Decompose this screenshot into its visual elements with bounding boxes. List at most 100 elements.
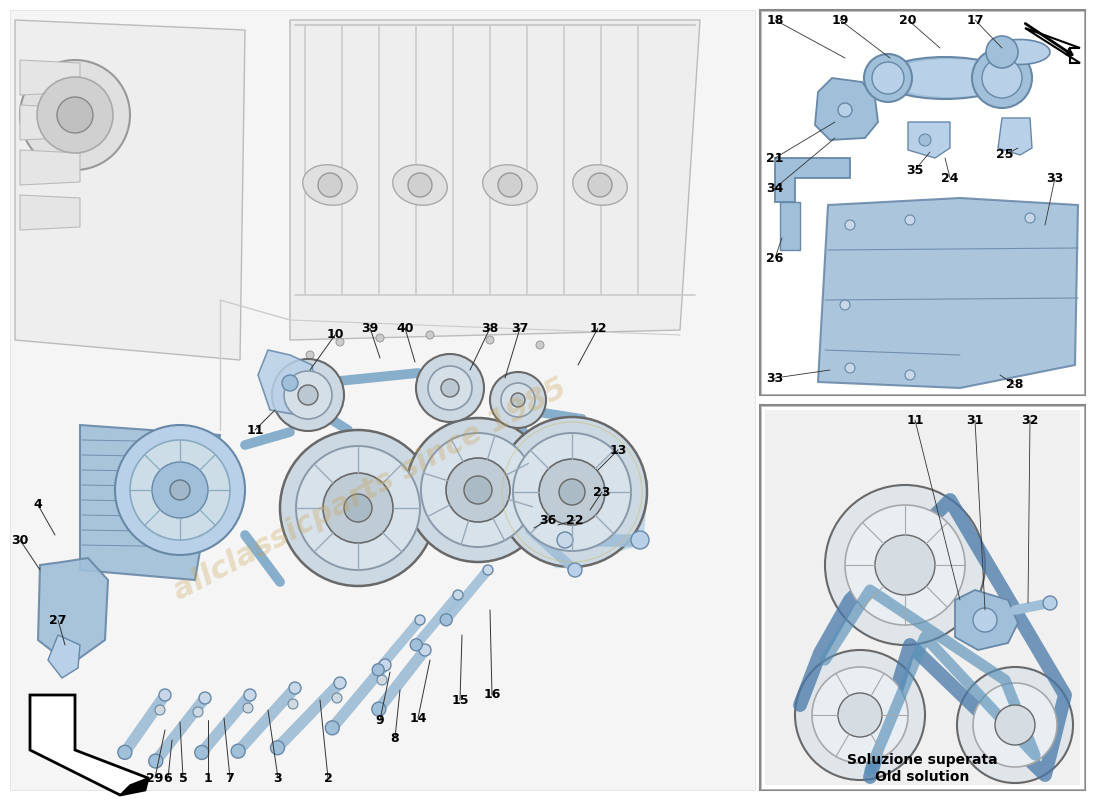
Text: 35: 35 <box>906 163 924 177</box>
Circle shape <box>243 703 253 713</box>
Circle shape <box>231 744 245 758</box>
Circle shape <box>118 746 132 759</box>
Circle shape <box>874 535 935 595</box>
Text: 7: 7 <box>226 771 234 785</box>
Circle shape <box>344 494 372 522</box>
Text: 2: 2 <box>323 771 332 785</box>
Circle shape <box>192 707 204 717</box>
Text: 4: 4 <box>34 498 43 511</box>
Circle shape <box>498 173 522 197</box>
Circle shape <box>148 754 163 768</box>
Polygon shape <box>10 10 755 790</box>
Text: 26: 26 <box>767 251 783 265</box>
Bar <box>760 10 1085 395</box>
Circle shape <box>199 692 211 704</box>
Circle shape <box>379 659 390 671</box>
Circle shape <box>972 48 1032 108</box>
Circle shape <box>512 393 525 407</box>
Circle shape <box>416 354 484 422</box>
Circle shape <box>318 173 342 197</box>
Text: 36: 36 <box>539 514 557 526</box>
Circle shape <box>905 215 915 225</box>
Bar <box>761 11 1084 394</box>
Polygon shape <box>20 195 80 230</box>
Circle shape <box>372 702 386 716</box>
Text: 28: 28 <box>1006 378 1024 391</box>
Circle shape <box>845 363 855 373</box>
Circle shape <box>446 458 510 522</box>
Text: 6: 6 <box>164 771 173 785</box>
Circle shape <box>982 58 1022 98</box>
Text: 38: 38 <box>482 322 498 334</box>
Circle shape <box>326 721 339 735</box>
Text: 27: 27 <box>50 614 67 626</box>
Text: 31: 31 <box>966 414 983 426</box>
Circle shape <box>974 608 997 632</box>
Circle shape <box>497 417 647 567</box>
Text: 1: 1 <box>204 771 212 785</box>
Circle shape <box>428 366 472 410</box>
Circle shape <box>486 336 494 344</box>
Circle shape <box>996 705 1035 745</box>
Circle shape <box>271 741 285 754</box>
Text: 3: 3 <box>274 771 283 785</box>
Text: 23: 23 <box>593 486 611 498</box>
Circle shape <box>332 693 342 703</box>
Text: 32: 32 <box>1021 414 1038 426</box>
Text: 12: 12 <box>590 322 607 334</box>
Circle shape <box>559 479 585 505</box>
Ellipse shape <box>302 165 358 206</box>
Circle shape <box>288 699 298 709</box>
Ellipse shape <box>573 165 627 206</box>
Polygon shape <box>20 60 80 95</box>
Text: 17: 17 <box>966 14 983 26</box>
Circle shape <box>483 565 493 575</box>
Text: 11: 11 <box>906 414 924 426</box>
Circle shape <box>490 372 546 428</box>
Text: 8: 8 <box>390 731 399 745</box>
Polygon shape <box>764 410 1080 785</box>
Circle shape <box>918 134 931 146</box>
Circle shape <box>864 54 912 102</box>
Circle shape <box>845 505 965 625</box>
Circle shape <box>441 379 459 397</box>
Text: 39: 39 <box>362 322 378 334</box>
Text: 11: 11 <box>246 423 264 437</box>
Circle shape <box>155 705 165 715</box>
Polygon shape <box>15 20 245 360</box>
Polygon shape <box>48 635 80 678</box>
Circle shape <box>500 383 535 417</box>
Circle shape <box>421 433 535 547</box>
Circle shape <box>280 430 436 586</box>
Circle shape <box>284 371 332 419</box>
Text: 21: 21 <box>767 151 783 165</box>
Text: 10: 10 <box>327 329 343 342</box>
Bar <box>760 405 1085 790</box>
Text: 9: 9 <box>376 714 384 726</box>
Text: 33: 33 <box>767 371 783 385</box>
Circle shape <box>872 62 904 94</box>
Polygon shape <box>955 590 1018 650</box>
Text: 16: 16 <box>483 689 500 702</box>
Ellipse shape <box>888 59 1012 97</box>
Circle shape <box>1025 213 1035 223</box>
Circle shape <box>160 689 170 701</box>
Text: Old solution: Old solution <box>874 770 969 784</box>
Circle shape <box>426 331 434 339</box>
Polygon shape <box>39 558 108 665</box>
Circle shape <box>116 425 245 555</box>
Circle shape <box>453 590 463 600</box>
Text: 29: 29 <box>146 771 164 785</box>
Circle shape <box>372 664 384 676</box>
Circle shape <box>840 300 850 310</box>
Text: 33: 33 <box>1046 171 1064 185</box>
Circle shape <box>406 418 550 562</box>
Ellipse shape <box>880 57 1010 99</box>
Circle shape <box>974 683 1057 767</box>
Circle shape <box>289 682 301 694</box>
Circle shape <box>282 375 298 391</box>
Text: 18: 18 <box>767 14 783 26</box>
Circle shape <box>296 446 420 570</box>
Polygon shape <box>80 425 220 580</box>
Text: 25: 25 <box>997 149 1014 162</box>
